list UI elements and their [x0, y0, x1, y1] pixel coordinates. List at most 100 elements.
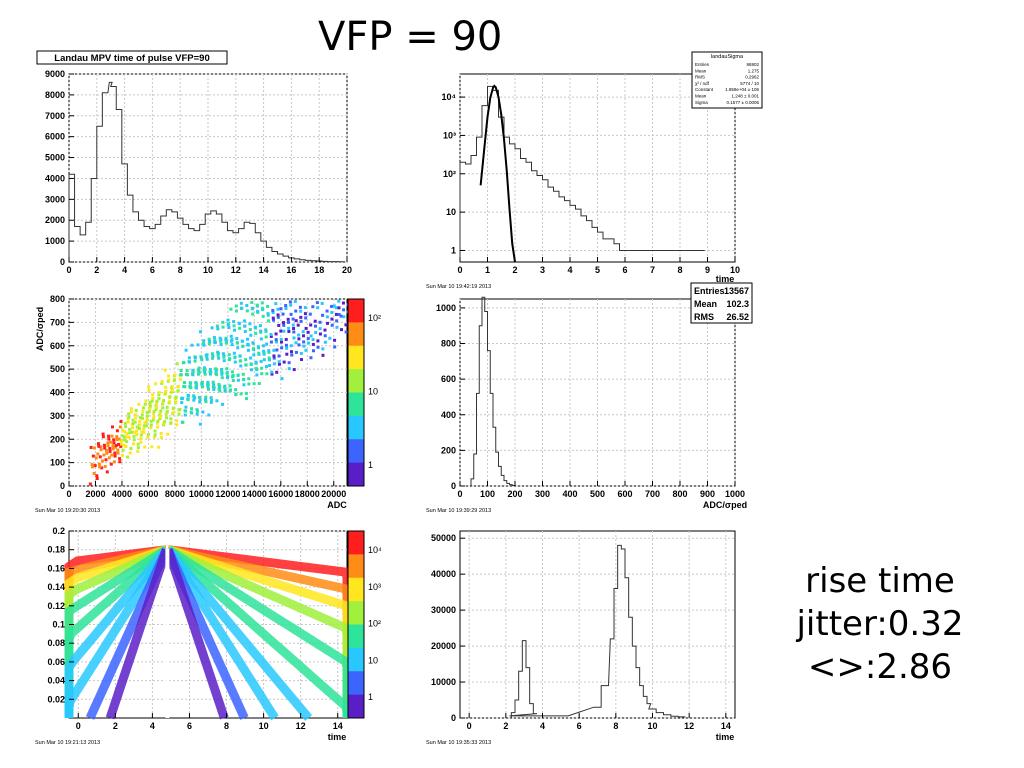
heatmap-cell — [299, 351, 303, 355]
heatmap-cell — [218, 384, 222, 388]
heatmap-cell — [129, 447, 133, 451]
heatmap-cell — [333, 345, 337, 349]
heatmap-cell — [114, 445, 118, 449]
x-axis-label: time — [716, 274, 735, 284]
heatmap-cell — [284, 337, 288, 341]
heatmap-cell — [267, 349, 271, 353]
heatmap-cell — [204, 395, 208, 399]
heatmap-cell — [227, 353, 231, 357]
heatmap-cell — [132, 442, 136, 446]
y-axis-label: ADC/σped — [35, 307, 45, 351]
heatmap-cell — [127, 412, 131, 416]
heatmap-cell — [106, 444, 110, 448]
heatmap-cell — [274, 340, 278, 344]
heatmap-cell — [152, 409, 156, 413]
heatmap-cell — [102, 453, 106, 457]
histogram-series — [459, 85, 705, 262]
x-tick-label: 9 — [705, 265, 710, 275]
heatmap-cell — [274, 338, 278, 342]
stats-key: Mean — [695, 94, 707, 99]
heatmap-cell — [311, 342, 315, 346]
heatmap-cell — [135, 432, 139, 436]
heatmap-cell — [321, 313, 325, 317]
heatmap-cell — [332, 304, 336, 308]
heatmap-cell — [219, 338, 223, 342]
heatmap-cell — [178, 377, 182, 381]
stats-value: 26.52 — [726, 312, 749, 322]
heatmap-cell — [234, 388, 238, 392]
heatmap-cell — [138, 419, 142, 423]
heatmap-cell — [328, 336, 332, 340]
x-tick-label: 2 — [94, 265, 99, 275]
heatmap-cell — [166, 432, 170, 436]
x-tick-label: 400 — [562, 489, 577, 499]
heatmap-cell — [292, 368, 296, 372]
heatmap-cell — [274, 302, 278, 306]
heatmap-cell — [262, 358, 266, 362]
x-tick-label: 10 — [203, 265, 213, 275]
fit-curve — [479, 84, 516, 263]
heatmap-cell — [102, 443, 106, 447]
heatmap-cell — [294, 341, 298, 345]
stats-value: 0.1577 ± 0.0006 — [727, 100, 760, 105]
heatmap-cell — [314, 331, 318, 335]
heatmap-cell — [213, 338, 217, 342]
heatmap-cell — [264, 365, 268, 369]
heatmap-cell — [162, 399, 166, 403]
x-tick-label: 0 — [66, 489, 71, 499]
heatmap-cell — [240, 339, 244, 343]
stats-key: χ² / ndf — [695, 81, 710, 86]
heatmap-cell — [176, 389, 180, 393]
heatmap-cell — [109, 462, 113, 466]
heatmap-cell — [245, 304, 249, 308]
x-tick-label: 20000 — [321, 489, 346, 499]
heatmap-cell — [138, 423, 142, 427]
heatmap-cell — [276, 307, 280, 311]
heatmap-cell — [272, 348, 276, 352]
heatmap-cell — [160, 380, 164, 384]
heatmap-cell — [247, 382, 251, 386]
heatmap-cell — [194, 386, 198, 390]
x-tick-label: 0 — [457, 265, 462, 275]
heatmap-cell — [121, 448, 125, 452]
heatmap-cell — [221, 402, 225, 406]
heatmap-cell — [257, 351, 261, 355]
x-tick-label: 0 — [467, 721, 472, 731]
heatmap-cell — [161, 402, 165, 406]
heatmap-cell — [153, 429, 157, 433]
heatmap-cell — [217, 356, 221, 360]
x-tick-label: 6 — [622, 265, 627, 275]
heatmap-cell — [269, 334, 273, 338]
heatmap-cell — [229, 307, 233, 311]
pulse-band-right — [164, 547, 279, 721]
heatmap-cell — [289, 312, 293, 316]
heatmap-cell — [174, 395, 178, 399]
heatmap-cell — [337, 299, 341, 303]
heatmap-cell — [116, 451, 120, 455]
heatmap-cell — [139, 437, 143, 441]
heatmap-cell — [92, 471, 96, 475]
y-tick-label: 8000 — [45, 90, 65, 100]
heatmap-cell — [153, 435, 157, 439]
x-axis-label: ADC — [327, 500, 347, 510]
heatmap-cell — [294, 350, 298, 354]
heatmap-cell — [119, 419, 123, 423]
heatmap-cell — [250, 300, 254, 304]
heatmap-cell — [143, 421, 147, 425]
heatmap-cell — [293, 299, 297, 303]
heatmap-cell — [120, 453, 124, 457]
x-tick-label: 700 — [645, 489, 660, 499]
x-tick-label: 6 — [187, 721, 192, 731]
heatmap-cell — [198, 397, 202, 401]
x-tick-label: 6000 — [138, 489, 158, 499]
heatmap-cell — [235, 341, 239, 345]
heatmap-cell — [252, 353, 256, 357]
heatmap-cell — [253, 325, 257, 329]
stats-key: Entries — [694, 286, 725, 296]
heatmap-cell — [302, 340, 306, 344]
heatmap-cell — [178, 408, 182, 412]
heatmap-cell — [298, 305, 302, 309]
x-tick-label: 12 — [684, 721, 694, 731]
stats-key: Mean — [695, 68, 707, 73]
heatmap-cell — [92, 446, 96, 450]
